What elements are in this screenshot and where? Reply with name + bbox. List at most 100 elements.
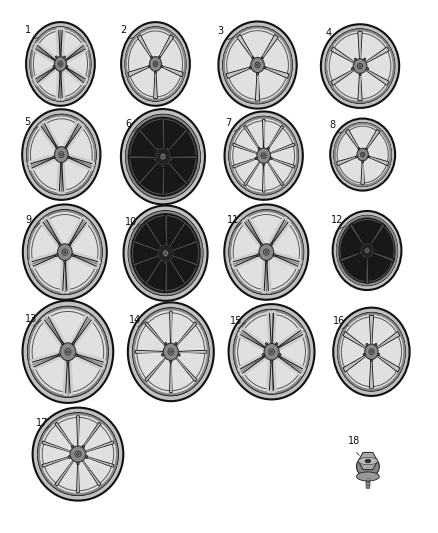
Text: 5: 5 [25, 117, 31, 127]
Ellipse shape [160, 154, 166, 160]
Ellipse shape [261, 153, 266, 158]
Polygon shape [244, 125, 261, 151]
Ellipse shape [132, 308, 209, 396]
Polygon shape [128, 65, 151, 77]
Ellipse shape [149, 56, 162, 71]
Ellipse shape [273, 254, 276, 256]
Ellipse shape [259, 244, 274, 261]
Ellipse shape [373, 252, 374, 254]
Ellipse shape [29, 308, 107, 396]
Polygon shape [167, 128, 188, 152]
Text: 9: 9 [25, 215, 32, 225]
Ellipse shape [59, 62, 62, 66]
Polygon shape [244, 160, 261, 186]
Ellipse shape [60, 153, 63, 156]
Ellipse shape [159, 244, 162, 247]
Text: 16: 16 [333, 316, 345, 326]
Ellipse shape [77, 453, 79, 456]
Ellipse shape [264, 343, 279, 360]
Ellipse shape [362, 161, 364, 163]
Ellipse shape [365, 459, 371, 463]
Ellipse shape [134, 309, 208, 394]
Polygon shape [331, 68, 356, 85]
Ellipse shape [125, 114, 201, 199]
Polygon shape [175, 357, 197, 382]
Ellipse shape [26, 114, 96, 195]
Ellipse shape [170, 350, 172, 353]
Text: 12: 12 [331, 215, 343, 225]
Polygon shape [361, 159, 364, 184]
Ellipse shape [223, 26, 293, 104]
Polygon shape [138, 161, 159, 185]
Polygon shape [337, 156, 359, 166]
Ellipse shape [257, 254, 259, 256]
Ellipse shape [153, 61, 158, 67]
Ellipse shape [361, 244, 373, 257]
Text: 11: 11 [227, 215, 239, 225]
Ellipse shape [178, 353, 180, 356]
Polygon shape [81, 422, 101, 449]
Ellipse shape [28, 116, 95, 193]
Ellipse shape [154, 158, 156, 161]
Ellipse shape [229, 304, 314, 399]
Ellipse shape [58, 61, 63, 67]
Polygon shape [349, 223, 365, 246]
Polygon shape [84, 456, 114, 467]
Polygon shape [365, 130, 380, 151]
Ellipse shape [366, 343, 368, 346]
Polygon shape [364, 47, 389, 64]
Ellipse shape [359, 64, 361, 68]
Ellipse shape [366, 249, 368, 252]
Ellipse shape [270, 157, 272, 159]
Polygon shape [262, 119, 265, 150]
Ellipse shape [59, 152, 64, 157]
Ellipse shape [165, 262, 166, 264]
Ellipse shape [360, 252, 361, 254]
Polygon shape [364, 68, 389, 85]
Polygon shape [169, 221, 187, 248]
Ellipse shape [252, 56, 254, 59]
Ellipse shape [356, 156, 357, 158]
Ellipse shape [333, 308, 410, 396]
Ellipse shape [255, 157, 257, 159]
Ellipse shape [61, 342, 64, 345]
Ellipse shape [26, 22, 95, 106]
Text: 15: 15 [230, 316, 242, 326]
Ellipse shape [353, 59, 367, 74]
Ellipse shape [129, 212, 202, 294]
Ellipse shape [366, 257, 368, 260]
Ellipse shape [85, 456, 88, 458]
Ellipse shape [27, 306, 109, 398]
Ellipse shape [229, 209, 304, 295]
Ellipse shape [170, 244, 172, 247]
Ellipse shape [270, 350, 273, 353]
Ellipse shape [264, 67, 266, 69]
Ellipse shape [56, 146, 58, 148]
Ellipse shape [270, 360, 273, 363]
Polygon shape [343, 354, 367, 372]
Text: 14: 14 [129, 314, 141, 325]
Ellipse shape [234, 311, 309, 393]
Ellipse shape [360, 152, 365, 157]
Polygon shape [358, 31, 362, 60]
Polygon shape [167, 161, 188, 185]
Polygon shape [162, 163, 164, 196]
Ellipse shape [125, 27, 186, 101]
Ellipse shape [58, 353, 60, 357]
Polygon shape [170, 359, 172, 392]
Ellipse shape [256, 63, 259, 67]
Polygon shape [365, 256, 369, 283]
Ellipse shape [82, 445, 85, 448]
Polygon shape [175, 322, 197, 347]
Ellipse shape [378, 353, 380, 356]
Polygon shape [226, 66, 253, 78]
Ellipse shape [64, 56, 65, 58]
Polygon shape [158, 35, 174, 60]
Polygon shape [55, 459, 74, 486]
Polygon shape [376, 332, 400, 349]
Text: 13: 13 [25, 313, 37, 324]
Polygon shape [77, 461, 79, 492]
Polygon shape [42, 456, 72, 467]
Ellipse shape [359, 74, 361, 76]
Ellipse shape [162, 155, 164, 158]
